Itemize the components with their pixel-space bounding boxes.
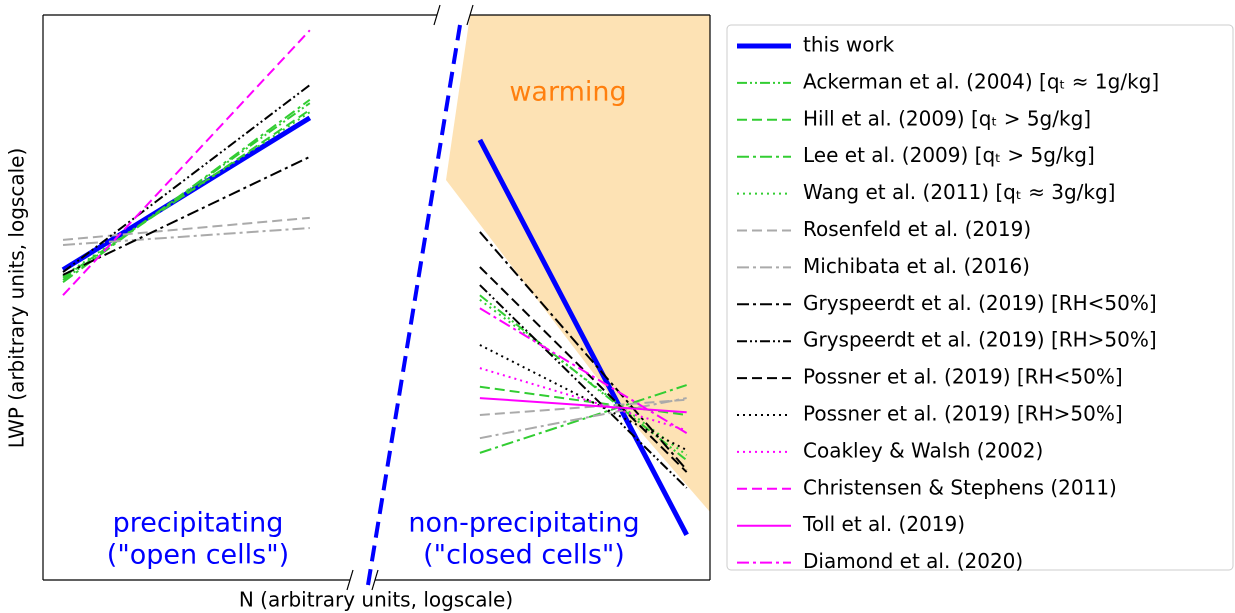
- panel-break: [366, 24, 462, 586]
- x-axis-label: N (arbitrary units, logscale): [239, 588, 513, 612]
- legend-label: Toll et al. (2019): [802, 512, 965, 536]
- legend-label: Possner et al. (2019) [RH>50%]: [803, 402, 1123, 426]
- legend-label: Possner et al. (2019) [RH<50%]: [803, 365, 1123, 389]
- series-line: [62, 98, 687, 454]
- legend-box: [726, 24, 1234, 571]
- legend-label: Coakley & Walsh (2002): [803, 438, 1043, 462]
- break-mark: [371, 569, 379, 591]
- legend-label: Michibata et al. (2016): [803, 254, 1030, 278]
- legend-label: Diamond et al. (2020): [803, 549, 1023, 573]
- legend-label: Hill et al. (2009) [qₜ > 5g/kg]: [803, 106, 1091, 130]
- series-line: [62, 111, 688, 456]
- legend-label: Wang et al. (2011) [qₜ ≈ 3g/kg]: [803, 180, 1115, 204]
- annotation: ("open cells"): [107, 540, 289, 571]
- warming-region: [446, 15, 710, 512]
- legend-label: Gryspeerdt et al. (2019) [RH>50%]: [803, 328, 1157, 352]
- legend-label: Gryspeerdt et al. (2019) [RH<50%]: [803, 291, 1157, 315]
- y-axis-label: LWP (arbitrary units, logscale): [5, 148, 29, 448]
- legend-label: Christensen & Stephens (2011): [803, 475, 1117, 499]
- series-line: [62, 29, 311, 296]
- series-line: [479, 397, 687, 414]
- break-mark: [346, 569, 354, 591]
- series-line: [479, 266, 688, 473]
- break-mark: [466, 4, 474, 26]
- series-line: [62, 155, 688, 471]
- annotation: ("closed cells"): [423, 540, 625, 571]
- annotation: precipitating: [113, 508, 284, 539]
- legend-label: Rosenfeld et al. (2019): [803, 217, 1031, 241]
- legend-label: Ackerman et al. (2004) [qₜ ≈ 1g/kg]: [803, 69, 1159, 93]
- annotation: non-precipitating: [408, 508, 639, 539]
- legend-label: Lee et al. (2009) [qₜ > 5g/kg]: [803, 143, 1095, 167]
- series-line: [479, 344, 688, 451]
- break-mark: [433, 4, 441, 26]
- series-line: [61, 115, 689, 536]
- legend-label: this work: [803, 33, 895, 57]
- series-line: [62, 84, 688, 489]
- annotation: warming: [509, 77, 626, 108]
- axes-frame: [42, 4, 711, 591]
- series-line: [62, 216, 687, 417]
- series-line: [479, 307, 688, 434]
